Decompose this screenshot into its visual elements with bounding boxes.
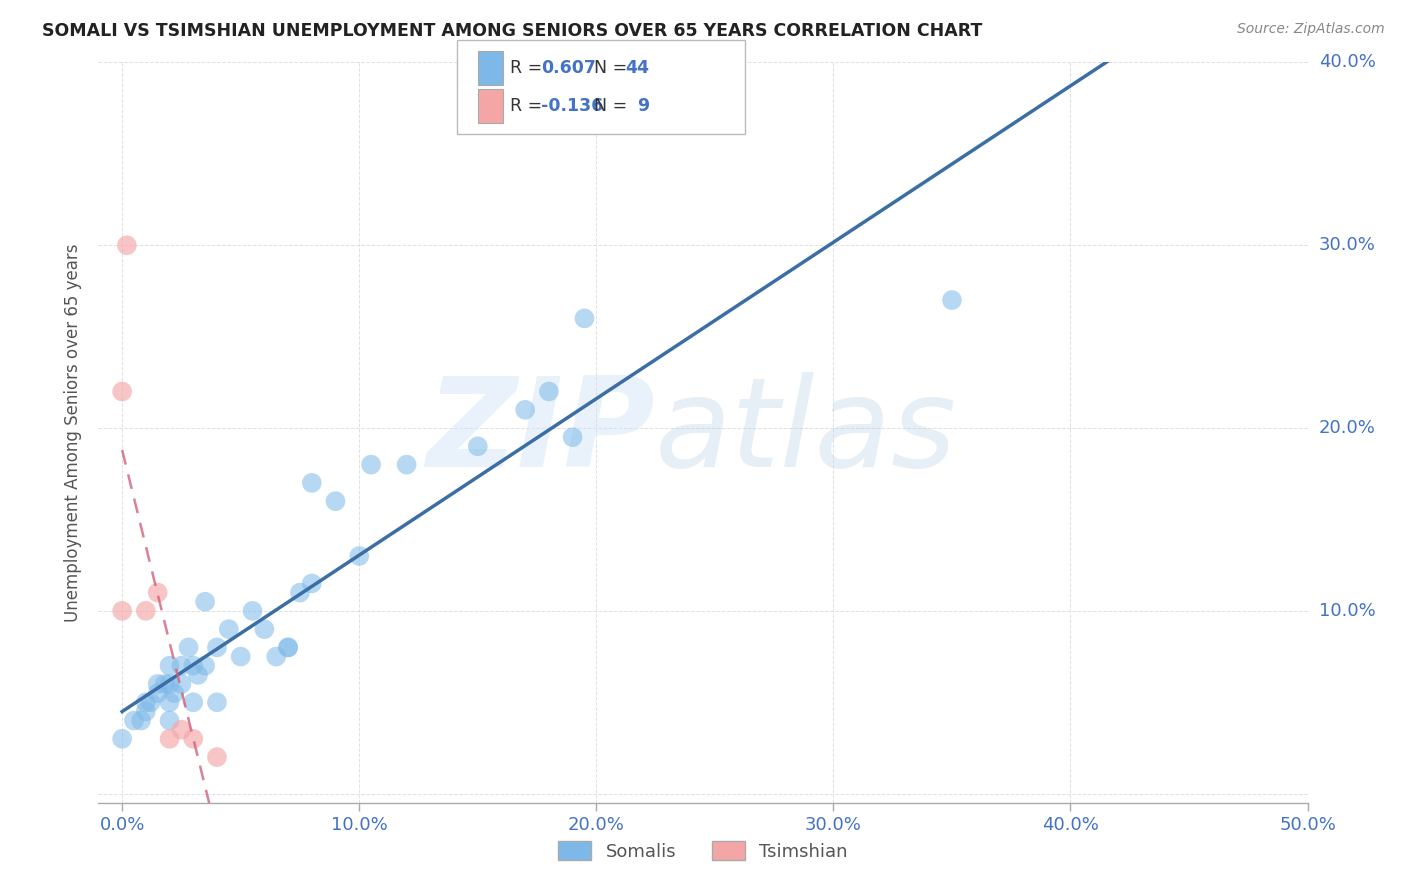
Point: [146, 686, 169, 700]
Text: SOMALI VS TSIMSHIAN UNEMPLOYMENT AMONG SENIORS OVER 65 YEARS CORRELATION CHART: SOMALI VS TSIMSHIAN UNEMPLOYMENT AMONG S…: [42, 22, 983, 40]
Point: [111, 604, 134, 618]
Text: Source: ZipAtlas.com: Source: ZipAtlas.com: [1237, 22, 1385, 37]
Point: [574, 311, 596, 326]
Point: [277, 640, 299, 655]
Point: [242, 604, 264, 618]
Point: [139, 695, 162, 709]
Point: [159, 658, 181, 673]
Point: [301, 475, 323, 490]
Point: [146, 677, 169, 691]
Point: [395, 458, 418, 472]
Text: -0.136: -0.136: [541, 96, 603, 114]
Point: [135, 695, 157, 709]
Point: [181, 695, 204, 709]
Point: [177, 640, 200, 655]
Text: 44: 44: [626, 60, 650, 78]
Point: [153, 677, 176, 691]
Point: [277, 640, 299, 655]
Point: [194, 595, 217, 609]
Point: [181, 731, 204, 746]
Point: [288, 585, 311, 599]
Point: [194, 658, 217, 673]
Point: [187, 668, 209, 682]
Point: [159, 714, 181, 728]
Point: [205, 750, 228, 764]
Point: [301, 576, 323, 591]
Point: [205, 640, 228, 655]
Text: R =: R =: [510, 96, 548, 114]
Text: 0.607: 0.607: [541, 60, 596, 78]
Point: [218, 622, 240, 636]
Text: R =: R =: [510, 60, 548, 78]
Point: [135, 604, 157, 618]
Point: [181, 658, 204, 673]
Y-axis label: Unemployment Among Seniors over 65 years: Unemployment Among Seniors over 65 years: [65, 244, 83, 622]
Point: [111, 384, 134, 399]
Point: [537, 384, 560, 399]
Point: [467, 439, 489, 453]
Point: [253, 622, 276, 636]
Text: ZIP: ZIP: [426, 372, 655, 493]
Point: [135, 705, 157, 719]
Point: [163, 686, 186, 700]
Text: atlas: atlas: [655, 372, 956, 493]
Point: [159, 695, 181, 709]
Point: [229, 649, 252, 664]
Text: 30.0%: 30.0%: [1319, 236, 1375, 254]
Point: [146, 585, 169, 599]
Text: 40.0%: 40.0%: [1319, 54, 1375, 71]
Point: [515, 402, 537, 417]
Point: [941, 293, 963, 307]
Point: [561, 430, 583, 444]
Point: [111, 731, 134, 746]
Text: N =: N =: [583, 60, 633, 78]
Point: [159, 731, 181, 746]
Text: N =: N =: [583, 96, 633, 114]
Text: 20.0%: 20.0%: [1319, 419, 1375, 437]
Point: [129, 714, 152, 728]
Point: [347, 549, 370, 563]
Point: [360, 458, 382, 472]
Point: [122, 714, 145, 728]
Point: [264, 649, 287, 664]
Point: [205, 695, 228, 709]
Legend: Somalis, Tsimshian: Somalis, Tsimshian: [551, 834, 855, 868]
Point: [170, 723, 193, 737]
Point: [170, 677, 193, 691]
Point: [325, 494, 347, 508]
Point: [170, 658, 193, 673]
Text: 10.0%: 10.0%: [1319, 602, 1375, 620]
Text: 9: 9: [626, 96, 650, 114]
Point: [115, 238, 138, 252]
Point: [159, 677, 181, 691]
